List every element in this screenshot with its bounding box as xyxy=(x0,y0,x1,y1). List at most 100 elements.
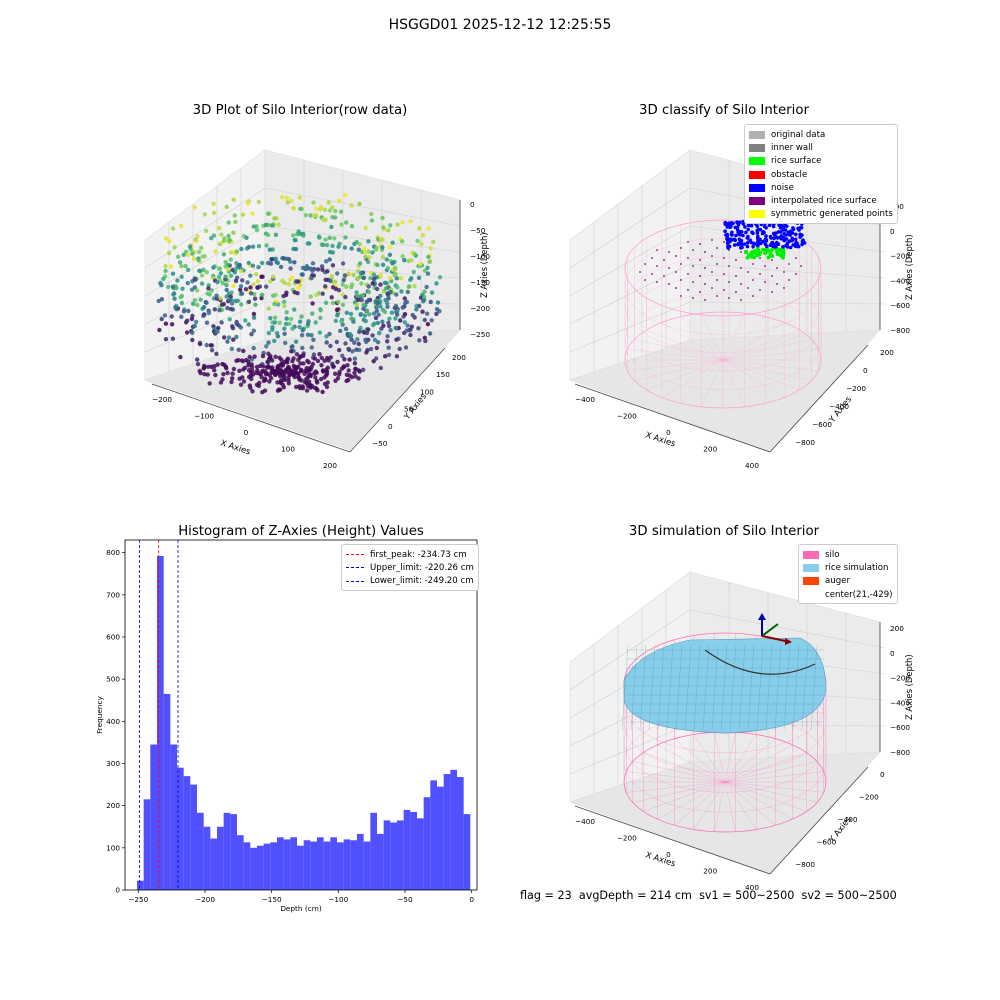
data-point xyxy=(191,256,197,261)
silo-wire xyxy=(724,781,793,820)
legend-swatch xyxy=(803,591,819,599)
data-point xyxy=(356,297,361,302)
data-point xyxy=(380,254,386,260)
data-point xyxy=(264,243,269,248)
data-point xyxy=(434,307,440,312)
interpolated-point xyxy=(716,263,718,265)
data-point xyxy=(286,365,291,371)
data-point xyxy=(226,220,231,225)
data-point xyxy=(185,252,190,257)
noise-point xyxy=(788,233,792,237)
data-point xyxy=(340,261,346,266)
y-tick-label: 200 xyxy=(106,801,120,810)
grid-line xyxy=(144,187,266,269)
data-point xyxy=(297,355,303,360)
data-point xyxy=(322,375,327,380)
noise-point xyxy=(798,232,802,237)
silo-wire xyxy=(693,781,726,830)
data-point xyxy=(201,267,206,272)
data-point xyxy=(393,316,398,321)
data-point xyxy=(218,380,224,385)
data-point xyxy=(244,235,249,240)
data-point xyxy=(180,286,185,291)
data-point xyxy=(293,366,299,371)
x-tick-label: 100 xyxy=(281,445,295,454)
data-point xyxy=(336,244,341,249)
data-point xyxy=(395,222,400,227)
data-point xyxy=(169,314,174,319)
rice-surface-point xyxy=(744,250,748,255)
data-point xyxy=(319,264,325,269)
data-point xyxy=(220,302,225,307)
data-point xyxy=(217,308,222,313)
data-point xyxy=(340,282,345,287)
data-point xyxy=(240,278,245,283)
legend-label: Upper_limit: -220.26 cm xyxy=(370,562,474,573)
silo-wire xyxy=(701,313,724,361)
classify-plot-title: 3D classify of Silo Interior xyxy=(639,103,809,118)
histogram-bar xyxy=(330,837,337,890)
interpolated-point xyxy=(668,267,670,269)
data-point xyxy=(223,259,228,265)
y-tick-label: 100 xyxy=(106,843,120,852)
interpolated-point xyxy=(759,289,761,291)
data-point xyxy=(234,249,240,254)
legend-label: inner wall xyxy=(771,142,813,153)
data-point xyxy=(334,339,339,345)
data-point xyxy=(254,228,260,233)
histogram-bar xyxy=(270,842,277,890)
legend-item: rice surface xyxy=(749,155,893,168)
data-point xyxy=(170,336,176,341)
data-point xyxy=(402,320,407,325)
data-point xyxy=(356,341,361,347)
interpolated-point xyxy=(728,281,730,283)
data-point xyxy=(325,269,330,274)
data-point xyxy=(380,245,385,250)
grid-line xyxy=(569,301,691,353)
histogram-bar xyxy=(443,774,451,890)
data-point xyxy=(221,252,227,257)
data-point xyxy=(323,284,328,289)
data-point xyxy=(385,334,390,339)
data-point xyxy=(233,278,239,284)
data-point xyxy=(311,352,317,357)
data-point xyxy=(425,265,430,270)
data-point xyxy=(322,358,327,363)
data-point xyxy=(245,201,250,206)
data-point xyxy=(400,239,405,244)
x-tick-label: −150 xyxy=(262,895,282,904)
noise-point xyxy=(748,238,752,242)
data-point xyxy=(361,367,366,372)
interpolated-point xyxy=(699,259,701,261)
data-point xyxy=(317,352,322,357)
rice-mesh-line xyxy=(756,644,764,731)
data-point xyxy=(231,366,237,372)
histogram-y-axis-label: Frequency xyxy=(95,695,104,733)
data-point xyxy=(368,346,374,352)
data-point xyxy=(341,364,346,369)
data-point xyxy=(195,357,200,362)
interpolated-point xyxy=(771,275,773,277)
data-point xyxy=(361,275,367,280)
data-point xyxy=(221,372,226,377)
data-point xyxy=(190,330,195,335)
data-point xyxy=(378,365,383,371)
silo-wire xyxy=(646,329,724,361)
x-tick-label: 0 xyxy=(244,428,249,437)
rice-mesh-line xyxy=(792,644,800,731)
data-point xyxy=(310,311,315,316)
x-tick-label: 400 xyxy=(745,883,759,892)
interpolated-point xyxy=(663,275,665,277)
data-point xyxy=(211,201,216,206)
y-tick-label: −800 xyxy=(795,860,815,869)
data-point xyxy=(297,319,303,324)
legend-swatch xyxy=(749,197,765,206)
y-tick-label: 300 xyxy=(106,759,120,768)
data-point xyxy=(170,271,176,276)
data-point xyxy=(170,284,176,289)
data-point xyxy=(344,310,349,315)
silo-wire xyxy=(724,781,818,803)
